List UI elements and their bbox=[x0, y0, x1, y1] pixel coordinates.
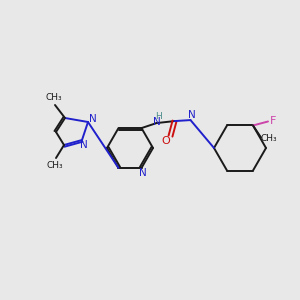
Text: H: H bbox=[155, 112, 162, 121]
Text: N: N bbox=[89, 114, 97, 124]
Text: N: N bbox=[153, 117, 160, 127]
Text: N: N bbox=[188, 110, 195, 120]
Text: F: F bbox=[270, 116, 276, 127]
Text: N: N bbox=[139, 168, 146, 178]
Text: O: O bbox=[161, 136, 170, 146]
Text: CH₃: CH₃ bbox=[46, 94, 62, 103]
Text: CH₃: CH₃ bbox=[47, 160, 63, 169]
Text: N: N bbox=[80, 140, 88, 150]
Text: CH₃: CH₃ bbox=[261, 134, 277, 143]
